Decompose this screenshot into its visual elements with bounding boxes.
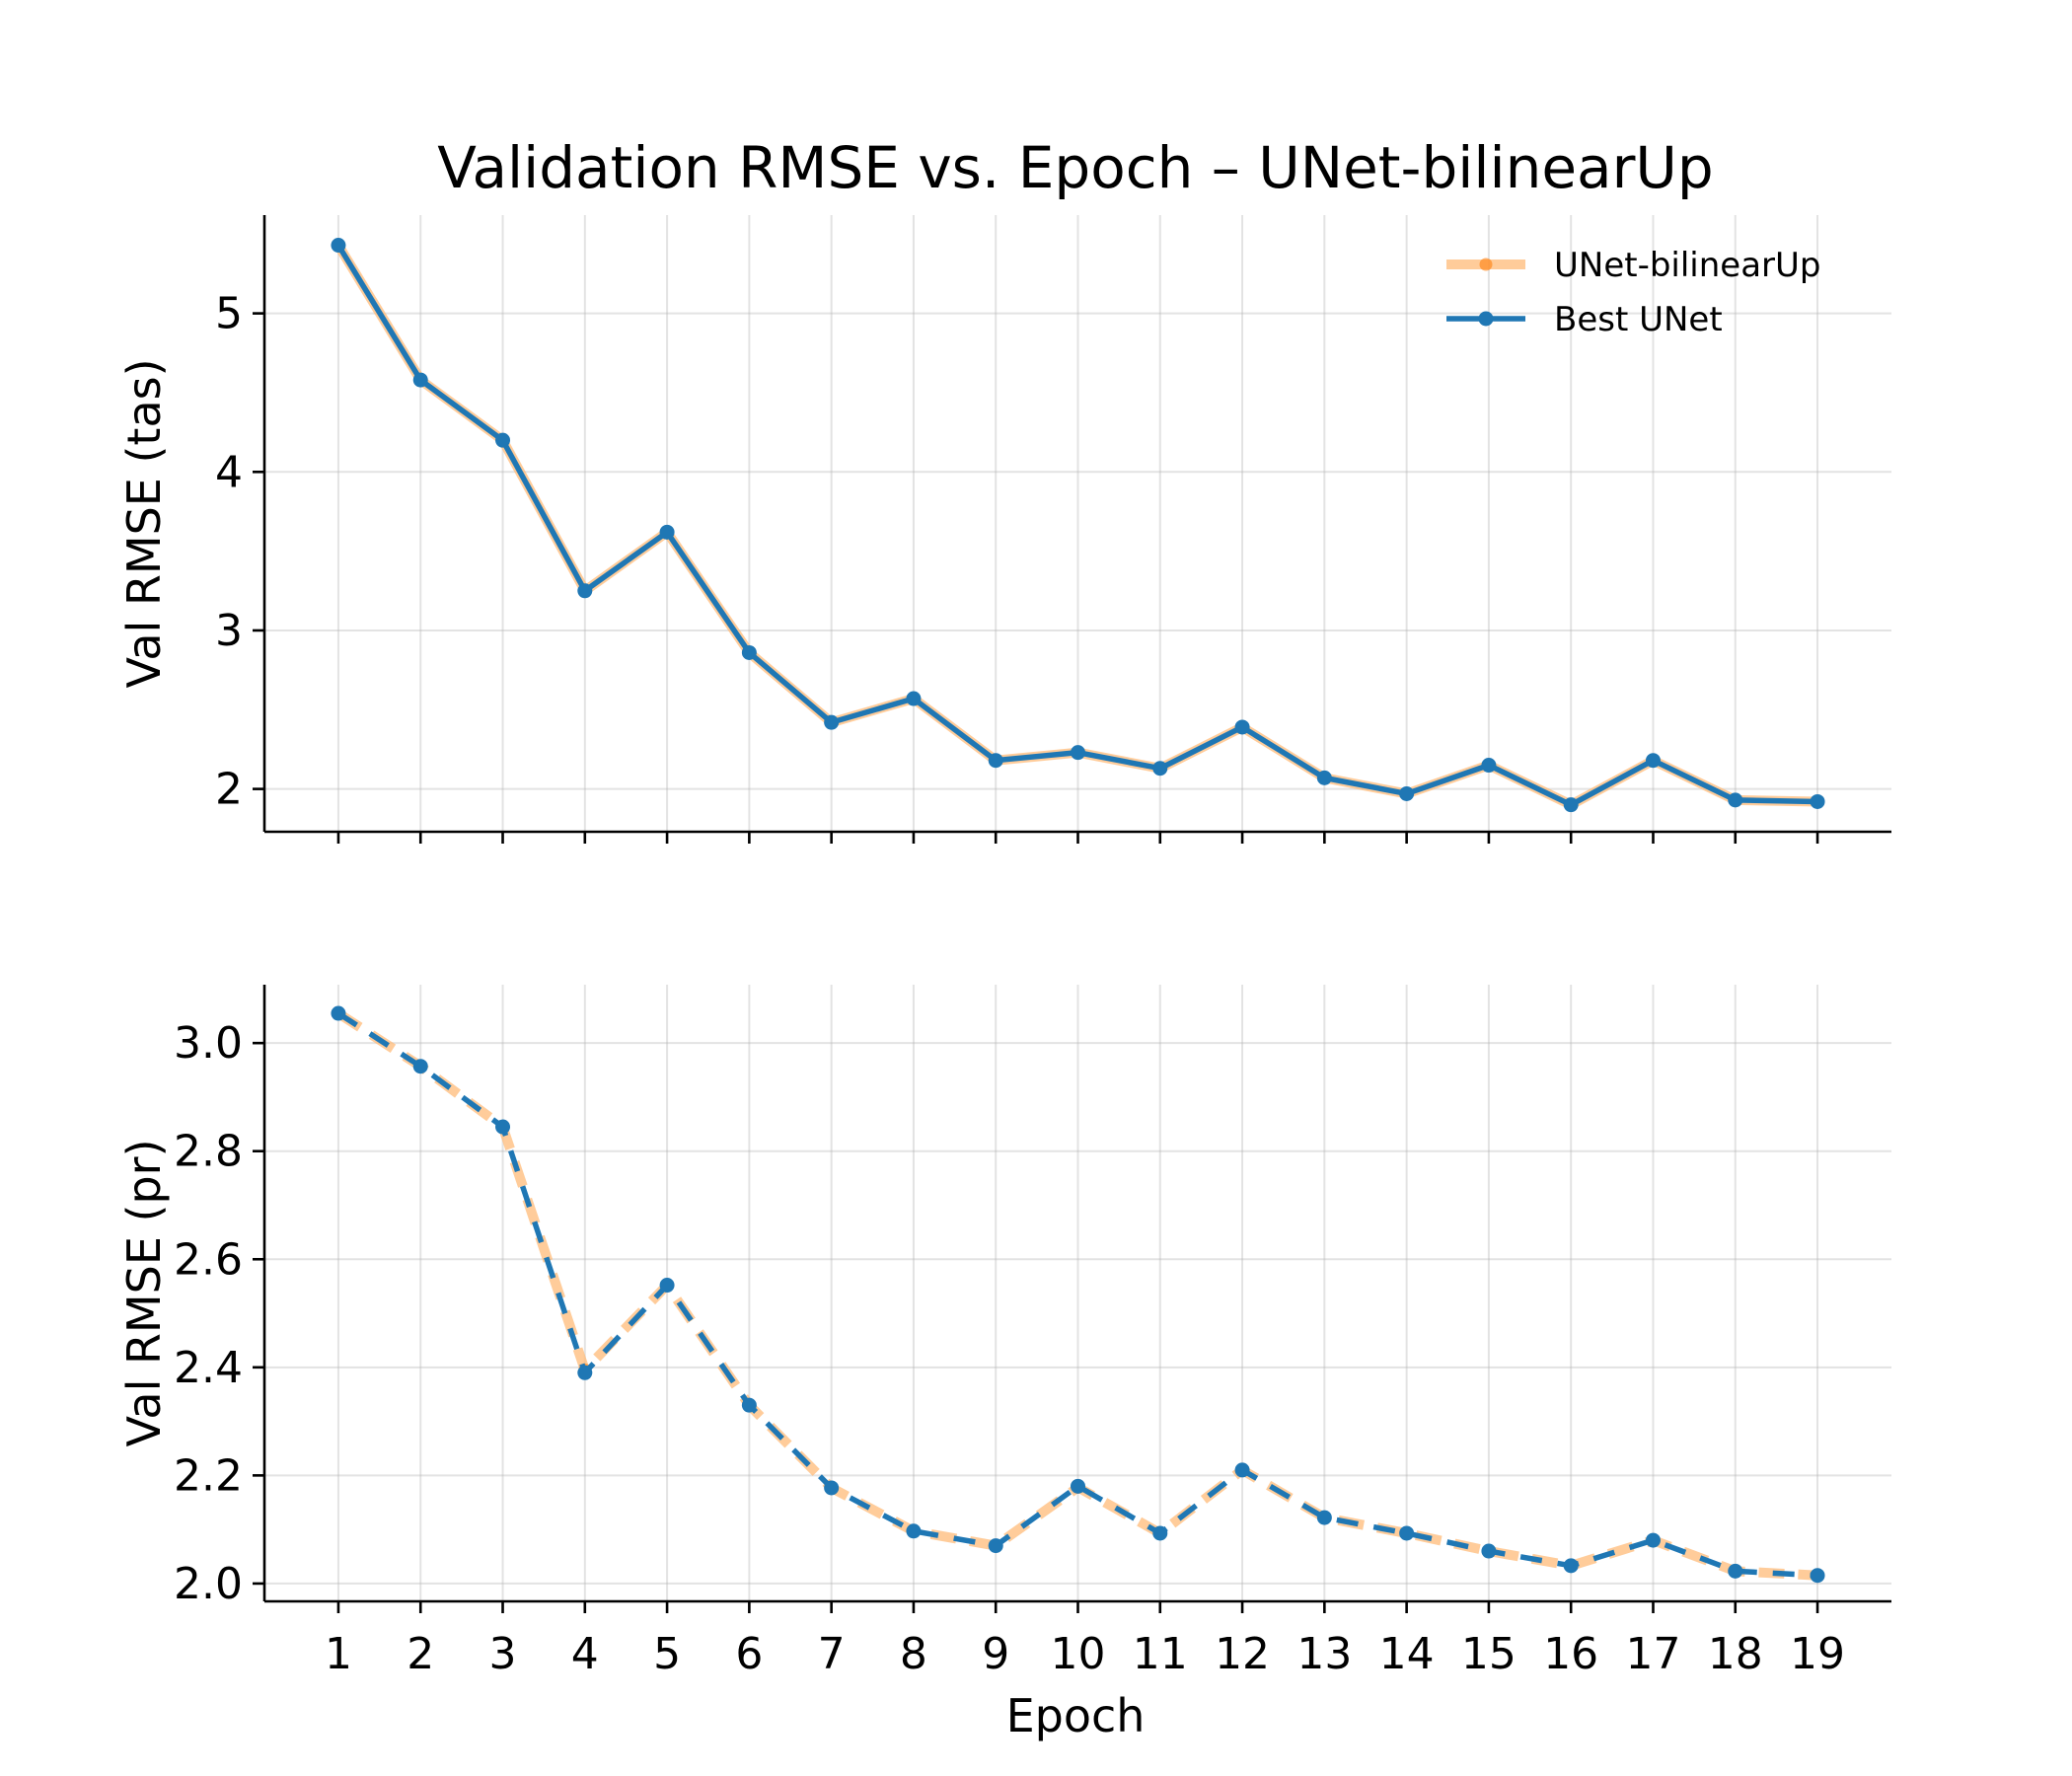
data-point-best-unet — [1728, 792, 1743, 808]
data-point-best-unet — [1399, 785, 1415, 801]
legend-marker — [1478, 311, 1494, 327]
data-point-best-unet — [1563, 797, 1579, 813]
x-tick-label: 9 — [982, 1629, 1009, 1679]
legend-label-best-unet: Best UNet — [1554, 300, 1723, 339]
data-point-best-unet — [824, 1480, 840, 1496]
data-point-best-unet — [412, 1059, 428, 1074]
y-axis-label-tas: Val RMSE (tas) — [117, 358, 171, 688]
y-tick-label: 5 — [215, 289, 243, 339]
data-point-best-unet — [988, 1538, 1003, 1554]
data-point-best-unet — [331, 1005, 346, 1021]
x-tick-label: 16 — [1543, 1629, 1598, 1679]
x-axis-label: Epoch — [1006, 1689, 1146, 1742]
data-point-best-unet — [1071, 745, 1085, 761]
legend: UNet-bilinearUp Best UNet — [1446, 246, 1821, 339]
data-point-best-unet — [577, 1365, 593, 1380]
data-point-best-unet — [1316, 1510, 1332, 1525]
x-tick-label: 4 — [571, 1629, 599, 1679]
data-point-best-unet — [1481, 758, 1497, 774]
y-tick-label: 3.0 — [174, 1018, 243, 1069]
x-tick-label: 13 — [1296, 1629, 1352, 1679]
subplot-tas: 2 3 4 5 Val RMSE (tas) — [117, 215, 1891, 844]
data-point-best-unet — [1234, 719, 1250, 735]
x-tick-label: 8 — [900, 1629, 927, 1679]
data-point-best-unet — [412, 372, 428, 388]
data-point-best-unet — [1316, 770, 1332, 785]
data-point-best-unet — [1645, 753, 1661, 769]
data-point-best-unet — [495, 1119, 511, 1135]
x-tick-label: 7 — [818, 1629, 846, 1679]
y-axis-label-pr: Val RMSE (pr) — [117, 1139, 171, 1446]
y-tick-label: 2.0 — [174, 1559, 243, 1609]
data-point-best-unet — [1481, 1543, 1497, 1559]
subplot-pr: 2.02.22.42.62.83.01 2 3 4 5 6 7 8 9 10 11 12 13 14 15 1… — [117, 985, 1891, 1679]
x-tick-label: 5 — [653, 1629, 681, 1679]
data-point-best-unet — [741, 644, 757, 660]
data-point-best-unet — [659, 524, 675, 540]
legend-label-unet-bilinearup: UNet-bilinearUp — [1554, 246, 1821, 285]
data-point-best-unet — [1563, 1558, 1579, 1574]
x-tick-label: 10 — [1051, 1629, 1106, 1679]
x-tick-label: 1 — [325, 1629, 352, 1679]
data-point-best-unet — [1645, 1532, 1661, 1548]
data-point-best-unet — [331, 238, 346, 254]
chart-title: Validation RMSE vs. Epoch – UNet-bilinea… — [437, 134, 1713, 201]
data-point-best-unet — [1234, 1462, 1250, 1478]
x-tick-label: 19 — [1790, 1629, 1845, 1679]
x-tick-label: 15 — [1461, 1629, 1517, 1679]
data-point-best-unet — [1152, 1525, 1168, 1541]
x-tick-label: 18 — [1708, 1629, 1763, 1679]
legend-marker — [1479, 258, 1493, 271]
data-point-best-unet — [1152, 761, 1168, 777]
y-tick-label: 2.8 — [174, 1127, 243, 1177]
x-tick-label: 14 — [1379, 1629, 1435, 1679]
grid-tas — [264, 215, 1891, 832]
data-point-best-unet — [1071, 1478, 1085, 1494]
data-point-best-unet — [824, 714, 840, 730]
y-tick-label: 2.4 — [174, 1343, 243, 1393]
y-tick-label: 2.2 — [174, 1450, 243, 1501]
y-tick-label: 2 — [215, 765, 243, 815]
data-point-best-unet — [1810, 1568, 1825, 1584]
x-tick-label: 6 — [735, 1629, 763, 1679]
data-point-best-unet — [906, 691, 922, 706]
y-tick-label: 3 — [215, 606, 243, 656]
data-point-best-unet — [1810, 793, 1825, 809]
x-tick-label: 12 — [1215, 1629, 1270, 1679]
data-point-best-unet — [1728, 1563, 1743, 1579]
data-point-best-unet — [659, 1278, 675, 1294]
grid-pr — [264, 985, 1891, 1601]
x-tick-label: 17 — [1625, 1629, 1680, 1679]
data-point-best-unet — [906, 1523, 922, 1539]
y-tick-label: 4 — [215, 447, 243, 497]
data-point-best-unet — [741, 1397, 757, 1413]
y-tick-label: 2.6 — [174, 1234, 243, 1285]
data-point-best-unet — [1399, 1525, 1415, 1541]
data-point-best-unet — [577, 583, 593, 599]
x-tick-label: 2 — [407, 1629, 434, 1679]
x-tick-label: 11 — [1133, 1629, 1188, 1679]
data-point-best-unet — [495, 432, 511, 448]
data-point-best-unet — [988, 753, 1003, 769]
x-tick-label: 3 — [489, 1629, 517, 1679]
